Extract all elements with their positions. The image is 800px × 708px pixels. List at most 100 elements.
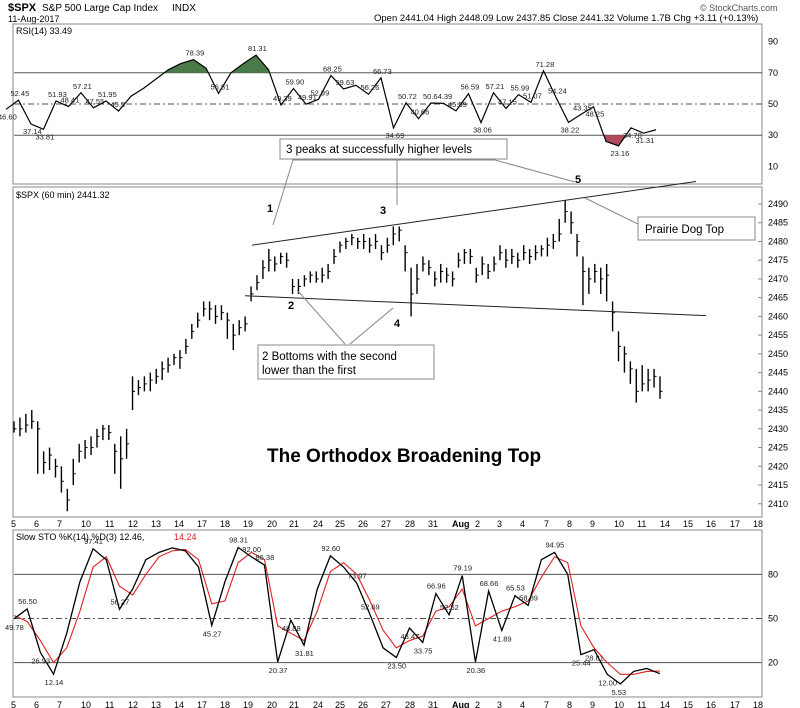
price-date-label: 11 <box>637 519 646 529</box>
rsi-value-label: 81.31 <box>248 44 267 53</box>
price-bar <box>576 233 580 257</box>
sto-date-label: 10 <box>81 700 91 708</box>
price-bar <box>339 241 343 253</box>
sto-date-label: 15 <box>683 700 693 708</box>
price-bar <box>546 237 550 257</box>
sto-value-label: 20.37 <box>269 666 288 675</box>
price-date-label: 9 <box>590 519 595 529</box>
sto-tick-50: 50 <box>768 614 778 624</box>
price-bar <box>42 451 47 474</box>
sto-value-label: 92.60 <box>321 544 340 553</box>
peak-label-4: 4 <box>394 318 401 330</box>
sto-value-label: 20.36 <box>466 666 485 675</box>
sto-date-label: 20 <box>267 700 277 708</box>
price-bar <box>380 245 384 261</box>
price-bar <box>149 372 153 392</box>
sto-date-label: 14 <box>660 700 670 708</box>
rsi-value-label: 34.69 <box>386 131 405 140</box>
sto-value-label: 79.19 <box>453 564 472 573</box>
peaks-text: 3 peaks at successfully higher levels <box>286 144 472 156</box>
price-bar <box>155 368 159 384</box>
price-bar <box>179 350 183 369</box>
price-bar <box>54 458 58 478</box>
rsi-value-label: 51.93 <box>48 90 67 99</box>
price-bar <box>108 425 112 441</box>
price-bar <box>469 248 473 264</box>
price-date-label: 5 <box>11 519 16 529</box>
price-bar <box>173 353 177 366</box>
rsi-value-label: 33.81 <box>36 132 55 141</box>
broadening-top-line <box>251 181 697 246</box>
price-bar <box>321 267 325 283</box>
sto-date-label: 25 <box>335 700 345 708</box>
price-date-label: 10 <box>81 519 91 529</box>
price-bar <box>232 323 236 351</box>
price-date-label: 21 <box>289 519 299 529</box>
prairie-text: Prairie Dog Top <box>645 224 724 236</box>
sto-value-label: 66.96 <box>427 582 446 591</box>
price-bar <box>60 466 64 493</box>
price-bar <box>167 357 171 373</box>
price-bar <box>131 376 136 411</box>
sto-date-label: 17 <box>197 700 207 708</box>
price-bar <box>570 211 574 234</box>
price-date-label: 16 <box>706 519 716 529</box>
price-bar <box>161 361 165 381</box>
rsi-value-label: 50.64.39 <box>423 92 452 101</box>
sto-date-label: 18 <box>220 700 230 708</box>
price-bar <box>285 252 290 268</box>
price-panel-frame <box>12 186 763 518</box>
price-tick-2450: 2450 <box>768 349 788 359</box>
price-bar <box>214 305 219 324</box>
price-bar <box>185 338 189 354</box>
sto-date-label: 21 <box>289 700 299 708</box>
price-bar <box>291 278 296 294</box>
price-date-label: 7 <box>57 519 62 529</box>
price-bar <box>327 263 331 279</box>
price-bar <box>653 368 657 388</box>
price-bar <box>351 233 355 246</box>
peak-label-2: 2 <box>288 300 294 312</box>
price-bar <box>238 320 242 336</box>
price-bar <box>119 436 124 489</box>
peak-label-3: 3 <box>380 205 386 217</box>
price-tick-2420: 2420 <box>768 461 788 471</box>
price-bar <box>451 271 456 287</box>
price-tick-2475: 2475 <box>768 255 788 265</box>
sto-value-label: 97.41 <box>84 537 103 546</box>
price-date-label: 12 <box>128 519 138 529</box>
sto-date-label: 11 <box>105 700 114 708</box>
rsi-tick-90: 90 <box>768 37 778 47</box>
price-bar <box>374 233 379 249</box>
price-date-label: 25 <box>335 519 345 529</box>
price-bar <box>72 458 76 486</box>
price-date-label: 2 <box>475 519 480 529</box>
price-date-label: 3 <box>497 519 502 529</box>
sto-value-label: 94.95 <box>546 540 565 549</box>
price-tick-2480: 2480 <box>768 236 788 246</box>
price-bar <box>475 267 479 283</box>
price-bar <box>37 421 41 474</box>
price-bar <box>416 263 420 294</box>
date-axis: 5 6 7 10 11 12 13 14 17 18 19 20 21 24 25 26 27 28 31 Aug 2 3… <box>11 519 763 708</box>
sto-legend-k: Slow STO %K(14) %D(3) 12.46, <box>16 532 144 542</box>
sto-value-label: 12.14 <box>45 678 64 687</box>
price-bar <box>357 237 361 249</box>
sto-value-label: 43.47 <box>401 632 420 641</box>
price-bar <box>623 346 627 373</box>
rsi-value-label: 56.81 <box>211 82 230 91</box>
price-bar <box>303 275 307 287</box>
rsi-value-label: 56.59 <box>461 83 480 92</box>
price-bar <box>268 248 272 272</box>
sto-date-label: 9 <box>590 700 595 708</box>
rsi-value-label: 57.21 <box>73 82 92 91</box>
sto-value-label: 68.66 <box>480 579 499 588</box>
peak-label-5: 5 <box>575 174 581 186</box>
price-tick-2435: 2435 <box>768 405 788 415</box>
rsi-tick-70: 70 <box>768 68 778 78</box>
price-tick-2485: 2485 <box>768 218 788 228</box>
bottoms-text-2: lower than the first <box>262 365 357 377</box>
rsi-value-label: 50.72 <box>398 92 417 101</box>
